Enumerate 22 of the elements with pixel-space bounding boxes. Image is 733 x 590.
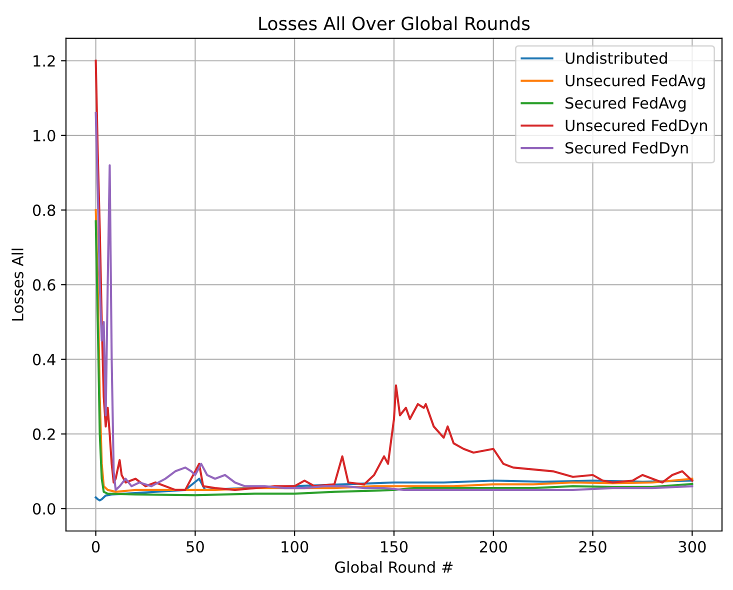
legend-label: Secured FedDyn — [566, 142, 688, 157]
x-axis-title: Global Round # — [335, 561, 453, 573]
y-tick-label: 0.6 — [32, 279, 56, 291]
x-tick-label: 250 — [579, 540, 606, 553]
x-tick-label: 50 — [186, 540, 204, 553]
y-axis-title: Losses All — [12, 248, 24, 321]
y-tick-label: 1.0 — [34, 130, 56, 142]
y-tick-label: 1.2 — [34, 55, 55, 67]
y-tick-label: 0.8 — [32, 204, 56, 216]
x-tick-label: 300 — [678, 540, 706, 553]
x-tick-label: 100 — [282, 540, 308, 553]
y-tick-label: 0.2 — [32, 428, 55, 440]
legend-label: Unsecured FedAvg — [566, 74, 705, 90]
x-tick-label: 200 — [480, 540, 507, 553]
x-tick-label: 0 — [92, 540, 100, 553]
chart-title: Losses All Over Global Rounds — [259, 16, 530, 30]
legend-label: Unsecured FedDyn — [566, 119, 707, 134]
legend-label: Undistributed — [566, 52, 667, 64]
x-tick-label: 150 — [381, 540, 408, 553]
y-tick-label: 0.0 — [32, 503, 56, 515]
legend-label: Secured FedAvg — [566, 96, 686, 112]
y-tick-label: 0.4 — [32, 354, 56, 366]
